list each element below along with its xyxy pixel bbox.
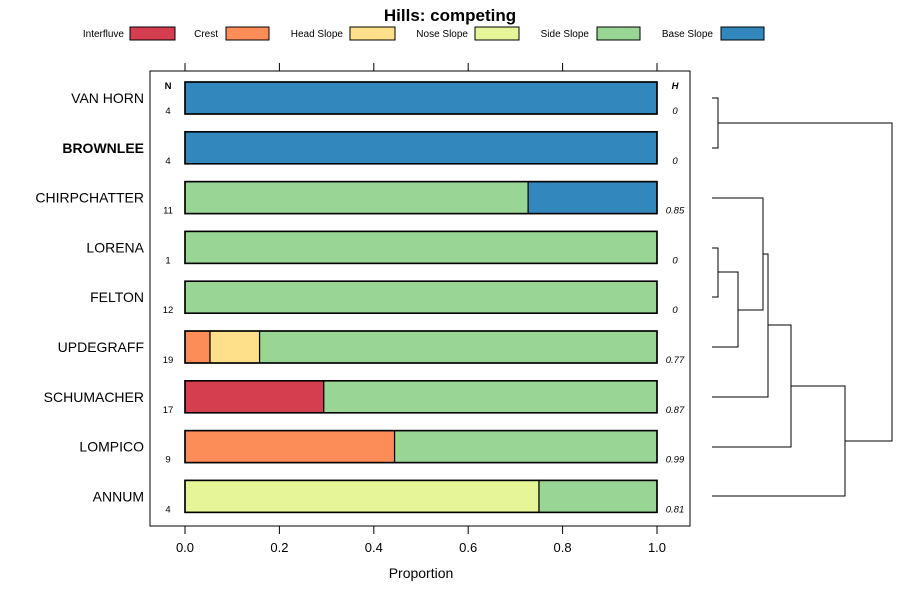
h-value: 0.99 [666, 455, 685, 466]
n-value: 1 [165, 255, 170, 266]
legend-swatch-4 [596, 26, 641, 41]
n-value: 4 [165, 106, 170, 117]
x-tick-label-3: 0.6 [459, 540, 477, 555]
legend-swatch-1 [225, 26, 270, 41]
bars [184, 81, 658, 514]
bar-segment [184, 81, 658, 115]
bar-outline [184, 479, 658, 514]
bar-segment [184, 131, 658, 165]
h-column-header: H [672, 81, 680, 92]
legend-swatch-0 [129, 26, 176, 41]
bar-segment [209, 330, 261, 364]
h-value: 0.85 [666, 206, 685, 217]
bar-segment [527, 181, 658, 215]
x-axis: 0.0 0.2 0.4 0.6 0.8 1.0 [176, 526, 666, 555]
n-value: 9 [165, 455, 170, 466]
dendro-branch-lorena-felton [712, 247, 719, 298]
dendro-branch-lompico [712, 324, 792, 448]
bar-outline [184, 429, 658, 464]
n-value: 19 [163, 355, 174, 366]
row-labels: VAN HORN BROWNLEE CHIRPCHATTER LORENA FELTON… [35, 90, 144, 504]
h-value: 0.87 [666, 405, 685, 416]
bar-segment [323, 380, 658, 414]
bar-outline [184, 330, 658, 364]
dendro-branch-annum [712, 385, 846, 497]
bar-outline [184, 379, 658, 414]
x-axis-label: Proportion [389, 565, 454, 581]
x-tick-label-1: 0.2 [270, 540, 288, 555]
bar-segment [184, 181, 529, 215]
bar-segment [258, 330, 658, 364]
dendro-branch-schumacher [712, 253, 769, 398]
h-value: 0 [672, 156, 678, 167]
n-value: 4 [165, 504, 170, 515]
n-value: 17 [163, 405, 174, 416]
bar-outline [184, 230, 658, 265]
dendro-branch-vanhorn-brownlee [712, 97, 719, 149]
bar-segment [184, 380, 325, 414]
x-tick-label-2: 0.4 [365, 540, 383, 555]
bar-outline [184, 180, 658, 215]
dendro-branch-lf-updegraff [712, 271, 739, 348]
legend-label-1: Crest [194, 29, 218, 40]
n-value: 4 [165, 156, 170, 167]
x-tick-label-0: 0.0 [176, 540, 194, 555]
h-value: 0 [672, 106, 678, 117]
bar-segment [184, 230, 658, 264]
n-value: 12 [163, 305, 174, 316]
top-axis-ticks [184, 63, 658, 71]
n-value: 11 [163, 206, 173, 217]
row-label: VAN HORN [71, 90, 144, 106]
legend: Interfluve Crest Head Slope Nose Slope Side … [83, 26, 765, 41]
row-label: SCHUMACHER [44, 389, 144, 405]
bar-segment [184, 430, 396, 464]
bar-segment [184, 330, 211, 364]
h-labels: 0 0 0.85 0 0 0.77 0.87 0.99 0.81 [666, 106, 685, 515]
legend-swatch-5 [720, 26, 765, 41]
h-value: 0.77 [666, 355, 685, 366]
legend-label-4: Side Slope [541, 29, 590, 40]
plot-frame [149, 70, 691, 527]
row-label: UPDEGRAFF [58, 339, 144, 355]
row-label: BROWNLEE [62, 140, 144, 156]
x-tick-label-5: 1.0 [648, 540, 666, 555]
bar-outline [184, 81, 658, 115]
legend-label-2: Head Slope [291, 29, 344, 40]
bar-segment [393, 430, 658, 464]
x-tick-label-4: 0.8 [554, 540, 572, 555]
legend-label-3: Nose Slope [416, 29, 468, 40]
bar-segment [184, 479, 540, 513]
chart-title: Hills: competing [384, 6, 516, 25]
bar-outline [184, 131, 658, 165]
legend-swatch-2 [349, 26, 396, 41]
row-label: ANNUM [93, 488, 144, 504]
n-column-header: N [165, 81, 172, 92]
row-label: CHIRPCHATTER [35, 190, 144, 206]
row-label: LORENA [86, 239, 144, 255]
bar-segment [184, 280, 658, 314]
row-label: LOMPICO [79, 439, 144, 455]
row-label: FELTON [90, 289, 144, 305]
h-value: 0 [672, 305, 678, 316]
bar-outline [184, 280, 658, 315]
h-value: 0 [672, 255, 678, 266]
legend-swatch-3 [474, 26, 520, 41]
legend-label-5: Base Slope [662, 29, 714, 40]
dendrogram [712, 97, 893, 497]
h-value: 0.81 [666, 504, 685, 515]
legend-label-0: Interfluve [83, 29, 125, 40]
dendro-branch-root [718, 122, 893, 442]
bar-segment [538, 479, 658, 513]
